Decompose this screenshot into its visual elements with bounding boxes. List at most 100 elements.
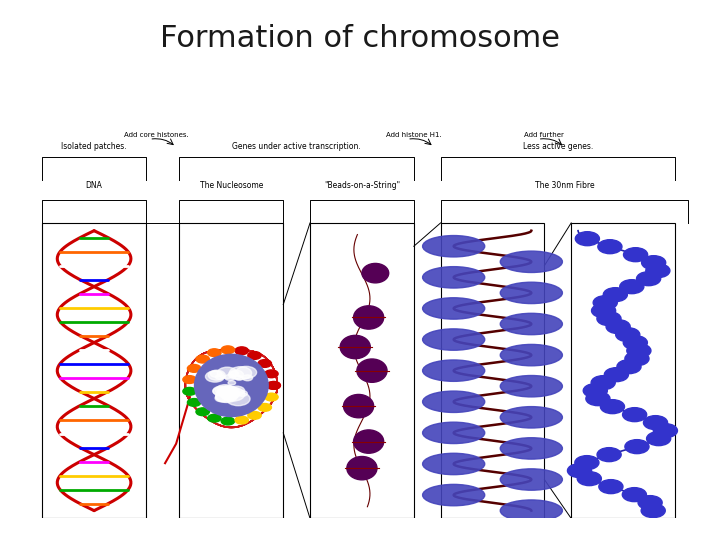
Circle shape xyxy=(231,393,239,397)
Circle shape xyxy=(592,303,616,318)
Text: Less active genes.: Less active genes. xyxy=(523,142,593,151)
Circle shape xyxy=(267,382,280,389)
Circle shape xyxy=(583,383,608,397)
Text: The 30nm Fibre: The 30nm Fibre xyxy=(535,181,594,190)
Bar xyxy=(42,223,146,518)
Ellipse shape xyxy=(423,235,485,257)
Circle shape xyxy=(647,431,671,446)
Circle shape xyxy=(217,367,237,379)
Circle shape xyxy=(577,471,601,485)
Circle shape xyxy=(597,448,621,462)
Circle shape xyxy=(248,411,261,419)
Circle shape xyxy=(232,388,239,393)
Ellipse shape xyxy=(500,500,562,521)
Circle shape xyxy=(603,288,627,302)
Circle shape xyxy=(620,280,644,294)
Circle shape xyxy=(221,346,235,354)
Circle shape xyxy=(235,416,248,424)
Circle shape xyxy=(222,392,237,401)
Ellipse shape xyxy=(347,456,377,480)
Ellipse shape xyxy=(500,345,562,366)
Circle shape xyxy=(644,416,667,430)
Circle shape xyxy=(616,328,640,342)
Circle shape xyxy=(215,375,223,379)
Circle shape xyxy=(207,349,221,356)
Circle shape xyxy=(215,392,234,402)
Ellipse shape xyxy=(194,354,268,416)
Ellipse shape xyxy=(423,298,485,319)
Circle shape xyxy=(567,464,592,478)
Ellipse shape xyxy=(500,282,562,303)
Circle shape xyxy=(624,248,647,262)
Circle shape xyxy=(638,496,662,510)
Circle shape xyxy=(225,375,235,380)
Ellipse shape xyxy=(500,438,562,459)
Text: DNA: DNA xyxy=(86,181,102,190)
Circle shape xyxy=(216,390,238,402)
Bar xyxy=(179,223,283,518)
Ellipse shape xyxy=(500,251,562,273)
Circle shape xyxy=(243,375,253,381)
Circle shape xyxy=(235,375,243,380)
Circle shape xyxy=(248,352,261,360)
Circle shape xyxy=(623,408,647,422)
Circle shape xyxy=(606,320,630,334)
Circle shape xyxy=(598,240,622,254)
Text: Genes under active transcription.: Genes under active transcription. xyxy=(233,142,361,151)
Circle shape xyxy=(258,360,271,367)
Circle shape xyxy=(636,272,661,286)
Text: The Nucleosome: The Nucleosome xyxy=(199,181,263,190)
Text: Isolated patches.: Isolated patches. xyxy=(61,142,127,151)
Bar xyxy=(571,223,675,518)
Circle shape xyxy=(220,386,238,396)
Circle shape xyxy=(267,382,280,389)
Circle shape xyxy=(213,388,226,395)
Bar xyxy=(310,223,414,518)
Circle shape xyxy=(217,386,238,398)
Circle shape xyxy=(617,360,641,374)
Text: Add histone H1.: Add histone H1. xyxy=(386,132,441,138)
Circle shape xyxy=(600,400,624,414)
Ellipse shape xyxy=(423,267,485,288)
Circle shape xyxy=(593,296,617,309)
Circle shape xyxy=(586,392,610,406)
Circle shape xyxy=(599,480,623,494)
Circle shape xyxy=(207,414,221,422)
Circle shape xyxy=(196,355,210,363)
Text: Add further: Add further xyxy=(524,132,564,138)
Circle shape xyxy=(597,312,621,326)
Ellipse shape xyxy=(423,453,485,475)
Bar xyxy=(441,223,544,518)
Circle shape xyxy=(238,390,247,396)
Circle shape xyxy=(221,387,245,401)
Circle shape xyxy=(625,352,649,366)
Circle shape xyxy=(624,336,647,350)
Ellipse shape xyxy=(500,375,562,397)
Circle shape xyxy=(196,408,210,416)
Circle shape xyxy=(591,376,615,390)
Circle shape xyxy=(187,364,201,372)
Circle shape xyxy=(641,504,665,518)
Ellipse shape xyxy=(343,394,374,418)
Circle shape xyxy=(215,384,235,396)
Circle shape xyxy=(183,387,197,395)
Circle shape xyxy=(258,403,271,411)
Circle shape xyxy=(229,386,245,395)
Circle shape xyxy=(230,371,239,376)
Ellipse shape xyxy=(500,313,562,335)
Ellipse shape xyxy=(357,359,387,382)
Circle shape xyxy=(213,386,229,395)
Ellipse shape xyxy=(362,264,389,283)
Circle shape xyxy=(230,393,239,398)
Circle shape xyxy=(228,370,243,379)
Ellipse shape xyxy=(500,469,562,490)
Circle shape xyxy=(221,417,235,425)
Circle shape xyxy=(235,347,248,355)
Ellipse shape xyxy=(423,484,485,506)
Circle shape xyxy=(205,371,225,382)
Circle shape xyxy=(627,343,651,357)
Circle shape xyxy=(236,366,256,379)
Text: Add core histones.: Add core histones. xyxy=(124,132,189,138)
Ellipse shape xyxy=(340,335,370,359)
Circle shape xyxy=(642,255,666,269)
